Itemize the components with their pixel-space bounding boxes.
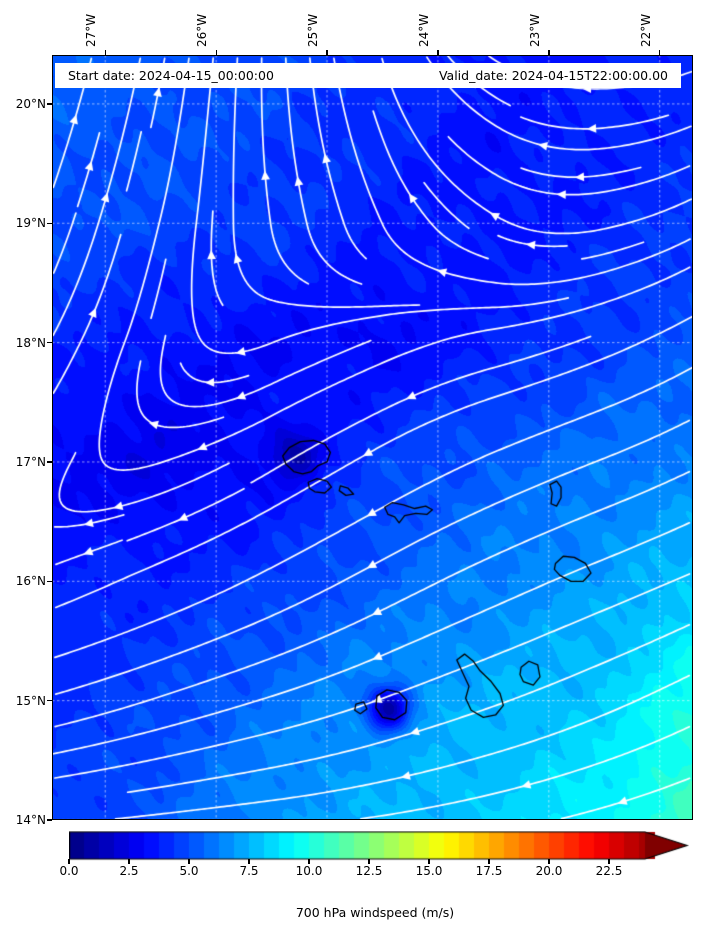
x-tick-mark (659, 50, 661, 55)
colorbar-tick-mark (188, 859, 190, 864)
colorbar-tick-mark (368, 859, 370, 864)
x-tick-label: 26°W (195, 13, 210, 47)
y-tick-label: 18°N (15, 335, 46, 350)
x-tick-mark (326, 50, 328, 55)
y-tick-label: 14°N (15, 813, 46, 827)
x-tick-label: 22°W (638, 13, 653, 47)
y-tick-label: 17°N (15, 454, 46, 469)
map-canvas (52, 55, 693, 820)
map-plot-area: Start date: 2024-04-15_00:00:00 Valid_da… (52, 55, 693, 820)
colorbar-canvas (69, 831, 689, 861)
colorbar-tick-label: 15.0 (415, 864, 443, 878)
x-tick-mark (215, 50, 217, 55)
start-date-text: Start date: 2024-04-15_00:00:00 (68, 68, 274, 83)
x-tick-mark (437, 50, 439, 55)
y-tick-mark (47, 819, 52, 821)
y-tick-mark (47, 222, 52, 224)
y-tick-mark (47, 580, 52, 582)
colorbar-tick-label: 10.0 (295, 864, 323, 878)
y-tick-mark (47, 103, 52, 105)
colorbar-tick-label: 5.0 (179, 864, 199, 878)
x-tick-mark (104, 50, 106, 55)
y-tick-mark (47, 700, 52, 702)
colorbar-tick-mark (248, 859, 250, 864)
x-tick-mark (548, 50, 550, 55)
y-tick-label: 15°N (15, 693, 46, 708)
colorbar-tick-label: 20.0 (535, 864, 563, 878)
colorbar-tick-label: 7.5 (239, 864, 259, 878)
colorbar-tick-mark (308, 859, 310, 864)
annotation-box: Start date: 2024-04-15_00:00:00 Valid_da… (55, 63, 681, 88)
y-tick-mark (47, 461, 52, 463)
y-tick-label: 16°N (15, 574, 46, 589)
colorbar-tick-label: 12.5 (355, 864, 383, 878)
colorbar-tick-mark (608, 859, 610, 864)
colorbar-tick-mark (488, 859, 490, 864)
y-tick-mark (47, 342, 52, 344)
x-tick-label: 25°W (306, 13, 321, 47)
y-tick-label: 19°N (15, 216, 46, 231)
colorbar-tick-mark (428, 859, 430, 864)
colorbar-tick-mark (128, 859, 130, 864)
colorbar-tick-mark (68, 859, 70, 864)
x-tick-label: 27°W (84, 13, 99, 47)
colorbar-label: 700 hPa windspeed (m/s) (295, 905, 455, 920)
colorbar-tick-label: 0.0 (59, 864, 79, 878)
colorbar-tick-label: 2.5 (119, 864, 139, 878)
colorbar-tick-mark (548, 859, 550, 864)
colorbar-tick-label: 17.5 (475, 864, 503, 878)
x-tick-label: 23°W (527, 13, 542, 47)
colorbar-tick-label: 22.5 (595, 864, 623, 878)
valid-date-text: Valid_date: 2024-04-15T22:00:00.00 (438, 68, 668, 83)
x-tick-label: 24°W (416, 13, 431, 47)
y-tick-label: 20°N (15, 96, 46, 111)
